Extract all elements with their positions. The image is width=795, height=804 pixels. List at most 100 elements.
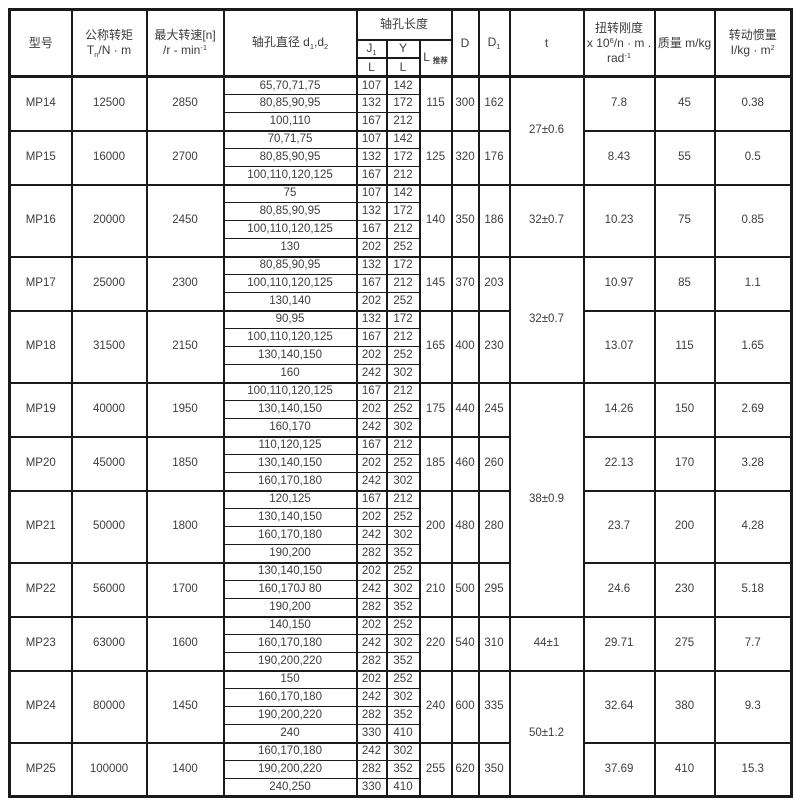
j1-length-cell: 132 — [355, 255, 388, 275]
y-length-cell: 352 — [385, 652, 421, 671]
table-row: MP18 31500 2150 90,95 132 172 165 400 230 13.07 11… — [8, 309, 793, 383]
j1-length-cell: 282 — [355, 760, 388, 779]
spec-table: 型号 公称转矩 Tn/N · m 最大转速[n] /r - min-1 轴孔直径… — [8, 8, 793, 799]
y-length-cell: 252 — [385, 669, 421, 689]
y-length-cell: 410 — [385, 724, 421, 743]
d1-cell: 230 — [477, 309, 511, 383]
table-row: 190,200,220 282 352 — [10, 760, 792, 779]
d1-cell: 203 — [477, 255, 511, 311]
j1-length-cell: 242 — [355, 364, 388, 383]
bore-diameter-cell: 100,110,120,125 — [222, 166, 358, 185]
y-length-cell: 212 — [385, 328, 421, 347]
d-cell: 440 — [450, 381, 480, 437]
table-row: 130,140,150 202 252 — [10, 508, 792, 527]
bore-diameter-cell: 130,140,150 — [222, 400, 358, 419]
col-header-y: Y — [385, 38, 421, 59]
l-recommended-cell: 175 — [418, 381, 453, 437]
table-row: 160,170 242 302 — [10, 418, 792, 437]
torque-cell: 40000 — [70, 381, 148, 437]
t-cell: 32±0.7 — [508, 255, 585, 383]
table-row: 160,170,180 242 302 — [10, 526, 792, 545]
bore-diameter-cell: 190,200,220 — [222, 706, 358, 725]
y-length-cell: 142 — [385, 129, 421, 149]
j1-length-cell: 132 — [355, 202, 388, 221]
table-row: MP17 25000 2300 80,85,90,95 132 172 145 370 203 3… — [8, 255, 793, 383]
torque-cell: 12500 — [70, 75, 148, 131]
col-header-bore-diameter: 轴孔直径 d1,d2 — [222, 8, 358, 78]
stiffness-cell: 24.6 — [582, 561, 656, 617]
d1-cell: 176 — [477, 129, 511, 185]
y-length-cell: 252 — [385, 561, 421, 581]
table-row: 240,250 330 410 — [10, 778, 792, 797]
j1-length-cell: 202 — [355, 669, 388, 689]
inertia-cell: 9.3 — [713, 669, 793, 743]
inertia-cell: 1.1 — [713, 255, 793, 311]
d-cell: 320 — [450, 129, 480, 185]
mass-cell: 200 — [653, 489, 716, 563]
bore-diameter-cell: 80,85,90,95 — [222, 94, 358, 113]
model-cell: MP17 — [8, 255, 73, 311]
t-cell: 32±0.7 — [508, 183, 585, 257]
model-cell: MP14 — [8, 75, 73, 131]
mass-cell: 55 — [653, 129, 716, 185]
col-header-inertia: 转动惯量 I/kg · m2 — [713, 8, 793, 78]
model-cell: MP16 — [8, 183, 73, 257]
table-row: MP19 40000 1950 100,110,120,125 167 212 175 440… — [8, 381, 793, 617]
d-cell: 460 — [450, 435, 480, 491]
mass-cell: 380 — [653, 669, 716, 743]
j1-length-cell: 167 — [355, 328, 388, 347]
l-recommended-cell: 115 — [418, 75, 453, 131]
torque-cell: 63000 — [70, 615, 148, 671]
t-cell: 27±0.6 — [508, 75, 585, 185]
y-length-cell: 302 — [385, 526, 421, 545]
bore-diameter-cell: 75 — [222, 183, 358, 203]
y-length-cell: 302 — [385, 688, 421, 707]
table-row: 190,200,220 282 352 — [10, 706, 792, 725]
l-recommended-cell: 220 — [418, 615, 453, 671]
table-row: 190,200,220 282 352 — [10, 652, 792, 671]
table-row: 100,110,120,125 167 212 — [10, 328, 792, 347]
torque-cell: 31500 — [70, 309, 148, 383]
d1-cell: 245 — [477, 381, 511, 437]
j1-length-cell: 202 — [355, 615, 388, 635]
table-row: 160,170,180 242 302 — [10, 634, 792, 653]
col-header-t: t — [508, 8, 585, 78]
j1-length-cell: 107 — [355, 183, 388, 203]
bore-diameter-cell: 160,170,180 — [222, 634, 358, 653]
model-cell: MP23 — [8, 615, 73, 671]
bore-diameter-cell: 65,70,71,75 — [222, 75, 358, 95]
table-row: MP22 56000 1700 130,140,150 202 252 210 500 295 2… — [8, 561, 793, 617]
d1-cell: 280 — [477, 489, 511, 563]
j1-length-cell: 242 — [355, 741, 388, 761]
speed-cell: 2700 — [145, 129, 225, 185]
l-recommended-cell: 145 — [418, 255, 453, 311]
bore-diameter-cell: 80,85,90,95 — [222, 255, 358, 275]
l-recommended-cell: 165 — [418, 309, 453, 383]
j1-length-cell: 202 — [355, 346, 388, 365]
stiffness-cell: 22.13 — [582, 435, 656, 491]
table-row: 130,140,150 202 252 — [10, 346, 792, 365]
bore-diameter-cell: 190,200 — [222, 598, 358, 617]
y-length-cell: 212 — [385, 274, 421, 293]
j1-length-cell: 330 — [355, 724, 388, 743]
torque-cell: 20000 — [70, 183, 148, 257]
y-length-cell: 142 — [385, 183, 421, 203]
table-row: MP16 20000 2450 75 107 142 140 350 186 32±0.7 10.2… — [8, 183, 793, 257]
bore-diameter-cell: 240 — [222, 724, 358, 743]
bore-diameter-cell: 120,125 — [222, 489, 358, 509]
bore-diameter-cell: 100,110,120,125 — [222, 274, 358, 293]
l-recommended-cell: 240 — [418, 669, 453, 743]
model-cell: MP21 — [8, 489, 73, 563]
y-length-cell: 252 — [385, 454, 421, 473]
y-length-cell: 172 — [385, 94, 421, 113]
inertia-cell: 1.65 — [713, 309, 793, 383]
bore-diameter-cell: 150 — [222, 669, 358, 689]
table-row: 80,85,90,95 132 172 — [10, 202, 792, 221]
col-header-torque: 公称转矩 Tn/N · m — [70, 8, 148, 78]
torque-cell: 45000 — [70, 435, 148, 491]
y-length-cell: 410 — [385, 778, 421, 797]
j1-length-cell: 167 — [355, 489, 388, 509]
bore-diameter-cell: 130 — [222, 238, 358, 257]
bore-diameter-cell: 160,170,180 — [222, 472, 358, 491]
